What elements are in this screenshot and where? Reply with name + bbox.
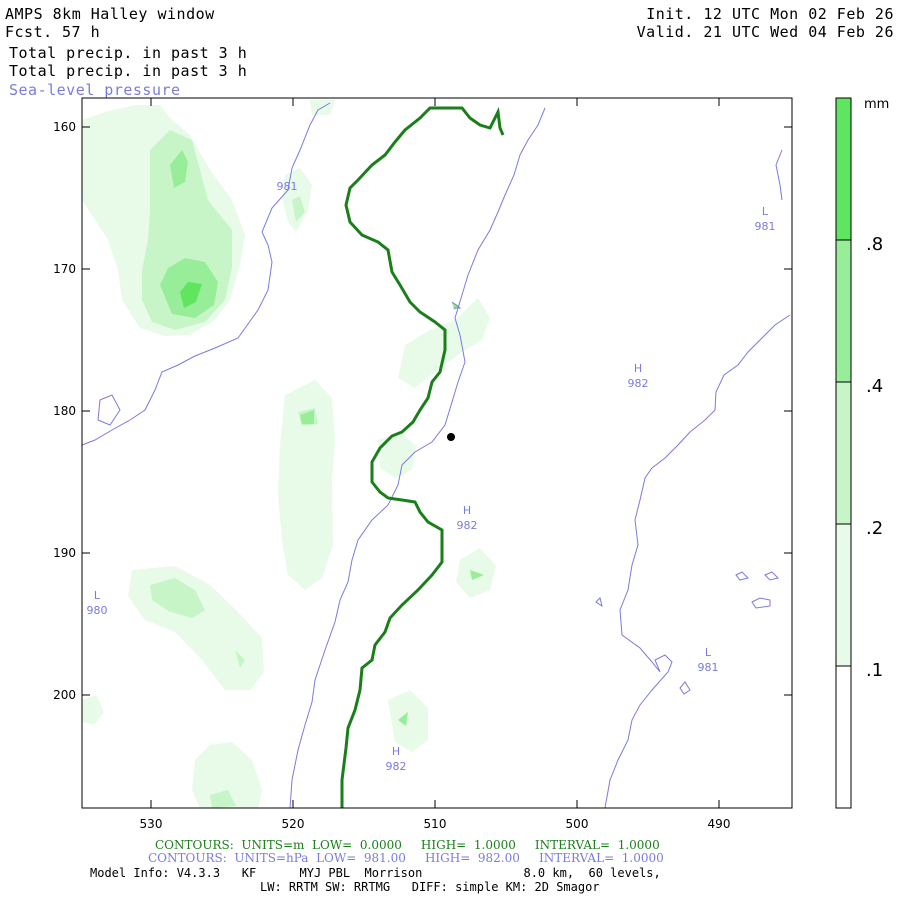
colorbar-unit: mm bbox=[864, 97, 889, 112]
pressure-labels: 981 L 981 H 982 H 982 L 980 L 981 H 982 bbox=[87, 180, 776, 773]
colorbar-segment bbox=[836, 382, 851, 524]
field-title-1: Total precip. in past 3 h bbox=[9, 44, 248, 62]
forecast-label: Fcst. bbox=[5, 23, 53, 41]
pressure-symbol-4: H bbox=[463, 504, 471, 517]
x-tick-label: 530 bbox=[140, 817, 163, 831]
x-tick-marks bbox=[150, 98, 720, 808]
colorbar-label: .2 bbox=[866, 518, 883, 539]
x-tick-label: 490 bbox=[708, 817, 731, 831]
init-time: Init. 12 UTC Mon 02 Feb 26 bbox=[646, 5, 894, 23]
pressure-symbol-6: L bbox=[705, 646, 712, 659]
pressure-label-5: 980 bbox=[87, 604, 108, 617]
y-tick-label: 200 bbox=[53, 688, 76, 702]
pressure-symbol-7: H bbox=[392, 745, 400, 758]
colorbar-segment bbox=[836, 240, 851, 382]
pressure-symbol-3: H bbox=[634, 362, 642, 375]
y-tick-marks bbox=[82, 126, 792, 696]
y-tick-label: 170 bbox=[53, 262, 76, 276]
model-info: Model Info: V4.3.3 KF MYJ PBL Morrison 8… bbox=[90, 866, 661, 880]
colorbar: mm .8 .4 .2 .1 bbox=[835, 97, 889, 809]
pressure-label-7: 982 bbox=[386, 760, 407, 773]
field-title-2: Total precip. in past 3 h bbox=[9, 62, 248, 80]
y-tick-label: 180 bbox=[53, 404, 76, 418]
x-tick-labels: 530 520 510 500 490 bbox=[140, 817, 731, 831]
colorbar-label: .4 bbox=[866, 376, 883, 397]
valid-time: Valid. 21 UTC Wed 04 Feb 26 bbox=[636, 23, 894, 41]
colorbar-label: .1 bbox=[866, 660, 883, 681]
precip-shading bbox=[82, 100, 496, 808]
colorbar-segment bbox=[836, 666, 851, 808]
pressure-label-6: 981 bbox=[698, 661, 719, 674]
pressure-symbol-2: L bbox=[762, 205, 769, 218]
colorbar-segment bbox=[836, 524, 851, 666]
physics-info: LW: RRTM SW: RRTMG DIFF: simple KM: 2D S… bbox=[260, 880, 600, 894]
model-title: AMPS 8km Halley window bbox=[5, 5, 215, 23]
pressure-label-2: 981 bbox=[755, 220, 776, 233]
pressure-symbol-5: L bbox=[94, 589, 101, 602]
station-marker bbox=[447, 433, 455, 441]
x-tick-label: 500 bbox=[566, 817, 589, 831]
field-title-3: Sea-level pressure bbox=[9, 81, 181, 99]
y-tick-labels: 160 170 180 190 200 bbox=[53, 120, 76, 702]
colorbar-segment bbox=[836, 98, 851, 240]
x-tick-label: 520 bbox=[282, 817, 305, 831]
forecast-hour: 57 h bbox=[62, 23, 101, 41]
y-tick-label: 160 bbox=[53, 120, 76, 134]
map-frame bbox=[81, 97, 793, 809]
colorbar-label: .8 bbox=[866, 234, 883, 255]
pressure-label-4: 982 bbox=[457, 519, 478, 532]
pressure-label-3: 982 bbox=[628, 377, 649, 390]
pressure-label-1: 981 bbox=[277, 180, 298, 193]
x-tick-label: 510 bbox=[424, 817, 447, 831]
contour-info-terrain: CONTOURS: UNITS=m LOW= 0.0000 HIGH= 1.00… bbox=[155, 838, 660, 852]
slp-contours bbox=[81, 102, 791, 809]
contour-info-pressure: CONTOURS: UNITS=hPa LOW= 981.00 HIGH= 98… bbox=[148, 851, 664, 865]
terrain-contour bbox=[340, 106, 505, 808]
y-tick-label: 190 bbox=[53, 546, 76, 560]
